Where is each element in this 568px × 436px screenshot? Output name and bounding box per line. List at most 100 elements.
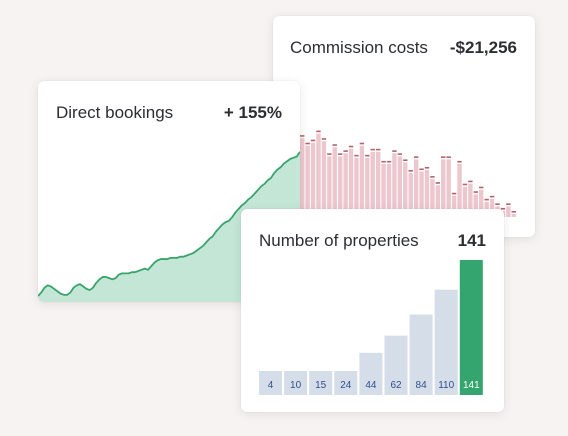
commission-bar-marker: [408, 170, 413, 172]
commission-bar: [321, 141, 327, 217]
property-bar: [384, 335, 408, 395]
commission-bar: [370, 151, 375, 217]
commission-bar-marker: [327, 153, 332, 155]
direct-bookings-value: + 155%: [223, 103, 282, 122]
commission-bar: [489, 198, 495, 217]
property-bar-label: 110: [438, 380, 454, 391]
commission-bar: [424, 169, 430, 217]
property-bar: [309, 371, 333, 395]
number-of-properties-card: 4 10 15 24 44 62 84 110 141 Number of properties…: [241, 209, 504, 412]
commission-bar-marker: [435, 182, 441, 184]
commission-bar: [392, 153, 397, 217]
commission-bar-marker: [403, 159, 408, 161]
property-bar: [284, 371, 308, 395]
commission-bar: [457, 163, 462, 217]
commission-costs-title: Commission costs: [290, 38, 428, 57]
commission-bar-marker: [343, 150, 348, 152]
commission-bar-marker: [370, 148, 375, 151]
commission-bar: [327, 156, 332, 217]
commission-bar-marker: [451, 192, 457, 195]
commission-bar-marker: [381, 160, 386, 163]
commission-bar: [316, 133, 321, 217]
commission-bar-marker: [479, 186, 484, 189]
commission-bar: [300, 138, 305, 217]
commission-bar: [446, 159, 451, 217]
commission-bar-marker: [348, 145, 354, 148]
commission-bar-marker: [300, 135, 305, 137]
commission-bar: [359, 145, 365, 217]
commission-bar: [462, 186, 468, 217]
commission-bar-marker: [489, 195, 495, 198]
property-bar: [334, 371, 358, 395]
commission-bar: [511, 213, 516, 217]
property-bar: [459, 260, 483, 395]
commission-bar: [441, 159, 446, 217]
commission-bar: [430, 179, 435, 217]
number-of-properties-chart: 4 10 15 24 44 62 84 110 141: [259, 260, 483, 395]
commission-bar-marker: [424, 166, 430, 169]
number-of-properties-title: Number of properties: [259, 231, 419, 250]
number-of-properties-value: 141: [457, 231, 486, 250]
commission-bar-marker: [316, 130, 321, 133]
property-bar-label: 4: [268, 380, 274, 391]
commission-bar-marker: [468, 180, 473, 183]
commission-bar: [451, 195, 457, 217]
property-bar: [259, 371, 282, 395]
commission-bar: [419, 171, 424, 217]
bookings-area: [38, 151, 300, 302]
commission-bar: [305, 145, 310, 217]
commission-bar-marker: [419, 168, 424, 171]
commission-bar-marker: [375, 148, 381, 151]
commission-bar-marker: [337, 153, 343, 155]
commission-bar: [386, 163, 392, 217]
property-bar: [434, 289, 458, 395]
commission-bar-marker: [462, 183, 468, 186]
commission-bar: [310, 142, 316, 217]
commission-bar: [479, 189, 484, 217]
commission-bar-marker: [332, 144, 337, 146]
commission-bar: [435, 185, 441, 217]
commission-bar-marker: [310, 139, 316, 142]
commission-bar: [473, 194, 479, 217]
property-bar-label: 62: [390, 380, 402, 391]
direct-bookings-chart: [38, 151, 300, 302]
commission-bar-marker: [386, 160, 392, 163]
commission-bar-marker: [495, 203, 500, 205]
commission-bar-marker: [354, 154, 359, 157]
commission-bar-marker: [500, 207, 506, 210]
commission-bar-marker: [484, 198, 489, 201]
direct-bookings-title: Direct bookings: [56, 103, 174, 122]
commission-bar: [413, 159, 419, 217]
commission-bar-marker: [473, 191, 479, 193]
commission-bar: [397, 156, 403, 217]
commission-bar-marker: [457, 160, 462, 163]
commission-costs-card: Commission costs -$21,256: [273, 16, 535, 237]
commission-costs-value: -$21,256: [449, 38, 517, 57]
commission-bar-marker: [430, 176, 435, 178]
commission-bar: [337, 156, 343, 217]
commission-bar-marker: [305, 142, 310, 145]
property-bar-label: 24: [340, 380, 352, 391]
property-bar-label: 141: [463, 380, 480, 391]
commission-bar: [354, 157, 359, 217]
commission-bar: [468, 183, 473, 217]
property-bar-label: 15: [315, 380, 327, 391]
commission-bar: [403, 162, 408, 217]
commission-bar: [381, 163, 386, 217]
property-bar-label: 84: [416, 380, 428, 391]
commission-bar-marker: [446, 156, 451, 158]
commission-bar-marker: [441, 156, 446, 158]
commission-bar-marker: [365, 154, 370, 157]
commission-bar-marker: [321, 138, 327, 140]
property-bar: [359, 352, 383, 395]
commission-bar-marker: [413, 156, 419, 158]
commission-bar: [375, 151, 381, 217]
commission-bar-marker: [397, 153, 403, 155]
commission-bar: [408, 173, 413, 217]
commission-bar-marker: [392, 150, 397, 152]
commission-bar-marker: [511, 210, 516, 213]
commission-bar: [332, 147, 337, 217]
commission-bar-marker: [359, 142, 365, 145]
commission-bar: [506, 206, 511, 217]
property-bar-label: 44: [365, 380, 377, 391]
